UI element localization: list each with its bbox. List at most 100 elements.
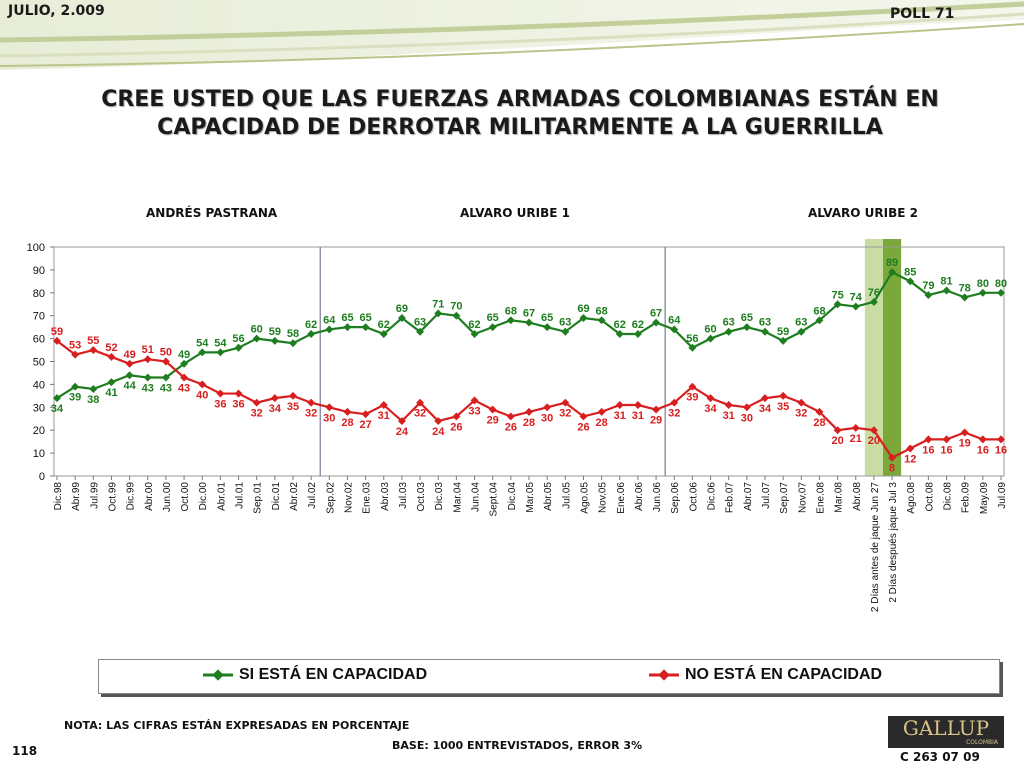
data-label: 62 [378, 319, 390, 331]
data-point [869, 426, 878, 435]
highlight-band-0 [864, 239, 883, 476]
data-point [307, 398, 316, 407]
data-label: 80 [995, 278, 1007, 290]
data-label: 26 [450, 421, 462, 433]
y-tick-label: 80 [33, 288, 45, 300]
y-tick-label: 30 [33, 402, 45, 414]
data-point [270, 336, 279, 345]
data-label: 21 [850, 433, 862, 445]
x-tick-label: Feb.09 [961, 482, 972, 514]
data-point [89, 385, 98, 393]
data-point [706, 394, 715, 403]
data-label: 68 [813, 305, 825, 317]
data-point [379, 401, 388, 409]
data-label: 8 [889, 463, 895, 475]
x-tick-label: Oct.06 [688, 482, 699, 512]
x-tick-label: Dic.06 [707, 482, 718, 511]
data-label: 52 [105, 342, 117, 354]
data-point [325, 325, 334, 334]
data-point [234, 389, 243, 398]
data-point [452, 412, 461, 421]
data-point [289, 391, 297, 400]
x-tick-label: Dic.04 [507, 482, 518, 511]
data-label: 33 [468, 405, 480, 417]
y-tick-label: 0 [39, 471, 45, 483]
data-label: 34 [51, 403, 64, 415]
data-point [198, 380, 207, 389]
x-tick-label: Sep.01 [253, 482, 264, 514]
data-label: 32 [795, 408, 807, 420]
data-label: 28 [813, 417, 825, 429]
data-label: 62 [468, 319, 480, 331]
data-label: 69 [396, 303, 408, 315]
data-label: 19 [959, 437, 971, 449]
data-point [234, 343, 243, 352]
data-label: 54 [214, 337, 227, 349]
y-tick-label: 100 [27, 242, 45, 254]
data-label: 39 [686, 392, 698, 404]
data-point [978, 288, 987, 297]
data-label: 20 [831, 435, 843, 447]
data-point [851, 302, 860, 311]
logo-subtext: COLOMBIA [966, 739, 998, 746]
data-point [543, 323, 552, 332]
x-tick-label: Sep.06 [670, 482, 681, 514]
x-tick-label: Nov.05 [598, 482, 609, 513]
data-label: 28 [595, 417, 607, 429]
data-label: 24 [396, 426, 409, 438]
x-tick-label: Oct.08 [924, 482, 935, 512]
data-label: 41 [105, 387, 117, 399]
x-tick-label: Ene.03 [362, 482, 373, 514]
data-label: 49 [178, 349, 190, 361]
y-tick-label: 70 [33, 311, 45, 323]
data-label: 24 [432, 426, 445, 438]
data-label: 28 [523, 417, 535, 429]
data-label: 69 [577, 303, 589, 315]
data-point [470, 330, 479, 338]
y-tick-label: 40 [33, 379, 45, 391]
data-label: 59 [777, 326, 789, 338]
data-point [869, 298, 878, 306]
data-label: 81 [940, 276, 952, 288]
data-point [960, 428, 969, 437]
x-tick-label: Mar.04 [452, 482, 463, 513]
data-point [797, 398, 806, 407]
data-label: 38 [87, 394, 99, 406]
data-label: 64 [323, 314, 336, 326]
x-tick-label: Mar.05 [525, 482, 536, 513]
line-chart: 0 10 20 30 40 50 60 70 80 90 100 Dic.98 Abr.99 Jul.99… [27, 239, 1008, 612]
data-point [506, 316, 515, 325]
data-point [724, 401, 733, 409]
data-point [470, 396, 479, 405]
x-tick-label: Abr.00 [144, 482, 155, 511]
data-point [125, 359, 134, 368]
title-line-2: CAPACIDAD DE DERROTAR MILITARMENTE A LA … [157, 115, 883, 140]
data-label: 60 [251, 324, 263, 336]
data-point [361, 410, 370, 419]
data-label: 58 [287, 328, 299, 340]
data-point [452, 311, 461, 320]
data-point [488, 323, 497, 332]
data-label: 59 [51, 326, 63, 338]
x-tick-label: Dic.08 [943, 482, 954, 511]
data-point [688, 343, 697, 352]
period-label-pastrana: ANDRÉS PASTRANA [146, 206, 278, 220]
data-label: 68 [595, 305, 607, 317]
data-point [742, 323, 751, 332]
data-point [180, 373, 189, 382]
data-point [525, 318, 533, 327]
data-label: 39 [69, 392, 81, 404]
x-tick-label: Ago.05 [579, 482, 590, 514]
highlight-band-1 [883, 239, 902, 476]
x-tick-label: Jul.02 [307, 482, 318, 509]
data-label: 55 [87, 335, 99, 347]
data-point [724, 327, 733, 336]
data-label: 56 [232, 333, 244, 345]
x-tick-label: Abr.07 [743, 482, 754, 511]
data-label: 29 [487, 415, 499, 427]
data-point [761, 327, 769, 336]
data-point [742, 403, 751, 412]
data-point [779, 391, 788, 400]
title-line-1: CREE USTED QUE LAS FUERZAS ARMADAS COLOM… [101, 87, 939, 112]
x-tick-label: Jul.03 [398, 482, 409, 509]
